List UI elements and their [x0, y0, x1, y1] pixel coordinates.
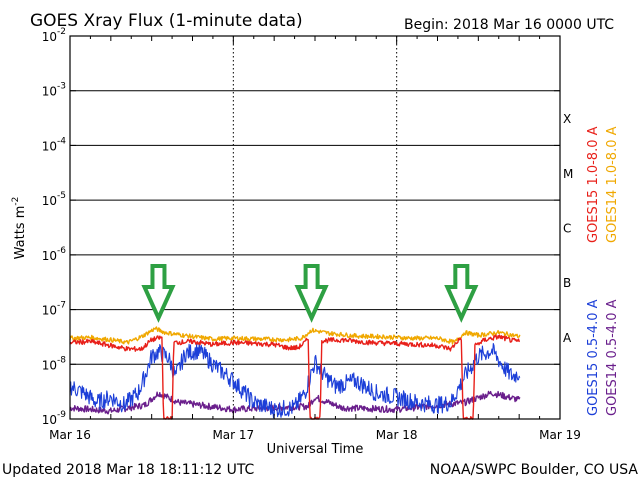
- x-tick-label: Mar 17: [212, 428, 254, 442]
- y-tick-exponent: -4: [57, 136, 66, 146]
- y-tick-label: 10-6: [42, 246, 67, 263]
- legend-entry-0: GOES15 1.0-8.0 A: [586, 126, 601, 243]
- y-axis-label-exponent: -2: [11, 197, 21, 206]
- legend: GOES15 1.0-8.0 A GOES14 1.0-8.0 A GOES15 0…: [586, 126, 620, 416]
- arrow-1: [141, 264, 176, 323]
- y-tick-label: 10-2: [42, 27, 66, 44]
- flare-class-b: B: [563, 276, 571, 290]
- flare-class-a: A: [563, 331, 572, 345]
- y-ticks: 10-210-310-410-510-610-710-810-9: [42, 27, 560, 427]
- x-axis-label: Universal Time: [267, 442, 364, 457]
- arrow-3: [444, 264, 479, 323]
- y-tick-base: 10: [42, 304, 57, 318]
- svg-text:Watts m-2: Watts m-2: [11, 197, 28, 260]
- x-tick-label: Mar 18: [376, 428, 418, 442]
- flare-class-labels: X M C B A: [563, 112, 573, 345]
- y-tick-base: 10: [42, 85, 57, 99]
- y-tick-base: 10: [42, 139, 57, 153]
- y-axis-label-text: Watts m: [13, 206, 28, 260]
- x-tick-label: Mar 16: [49, 428, 91, 442]
- y-tick-exponent: -2: [57, 27, 66, 37]
- y-tick-base: 10: [42, 249, 57, 263]
- y-tick-exponent: -6: [57, 246, 66, 256]
- series-line-1: [69, 326, 521, 345]
- x-ticks: Mar 16 Mar 17 Mar 18 Mar 19: [49, 36, 581, 442]
- x-tick-label: Mar 19: [539, 428, 581, 442]
- legend-entry-3: GOES14 0.5-4.0 A: [605, 299, 620, 416]
- y-tick-label: 10-4: [42, 136, 67, 153]
- legend-entry-2: GOES15 0.5-4.0 A: [586, 299, 601, 416]
- y-tick-label: 10-8: [42, 355, 67, 372]
- begin-label: Begin: 2018 Mar 16 0000 UTC: [404, 17, 614, 33]
- y-tick-base: 10: [42, 358, 57, 372]
- y-tick-base: 10: [42, 413, 57, 427]
- legend-entry-1: GOES14 1.0-8.0 A: [605, 126, 620, 243]
- y-tick-exponent: -9: [57, 410, 66, 420]
- y-tick-label: 10-9: [42, 410, 67, 427]
- y-tick-exponent: -7: [57, 301, 66, 311]
- y-tick-exponent: -5: [57, 191, 66, 201]
- flare-class-m: M: [563, 167, 573, 181]
- series-layer: [69, 326, 521, 420]
- y-tick-base: 10: [42, 194, 57, 208]
- y-tick-base: 10: [42, 30, 57, 44]
- series-line-0: [69, 334, 521, 420]
- arrow-2: [294, 264, 329, 323]
- source-label: NOAA/SWPC Boulder, CO USA: [430, 462, 639, 478]
- arrow-layer: [141, 264, 479, 323]
- updated-label: Updated 2018 Mar 18 18:11:12 UTC: [2, 462, 255, 478]
- y-tick-label: 10-3: [42, 82, 66, 99]
- series-line-3: [69, 390, 521, 415]
- y-tick-exponent: -3: [57, 82, 66, 92]
- flare-class-c: C: [563, 222, 571, 236]
- y-tick-label: 10-7: [42, 301, 66, 318]
- y-tick-label: 10-5: [42, 191, 66, 208]
- chart-title: GOES Xray Flux (1-minute data): [30, 11, 303, 31]
- series-line-2: [69, 341, 521, 419]
- flare-class-x: X: [563, 112, 571, 126]
- y-axis-label: Watts m-2: [11, 197, 28, 260]
- y-tick-exponent: -8: [57, 355, 66, 365]
